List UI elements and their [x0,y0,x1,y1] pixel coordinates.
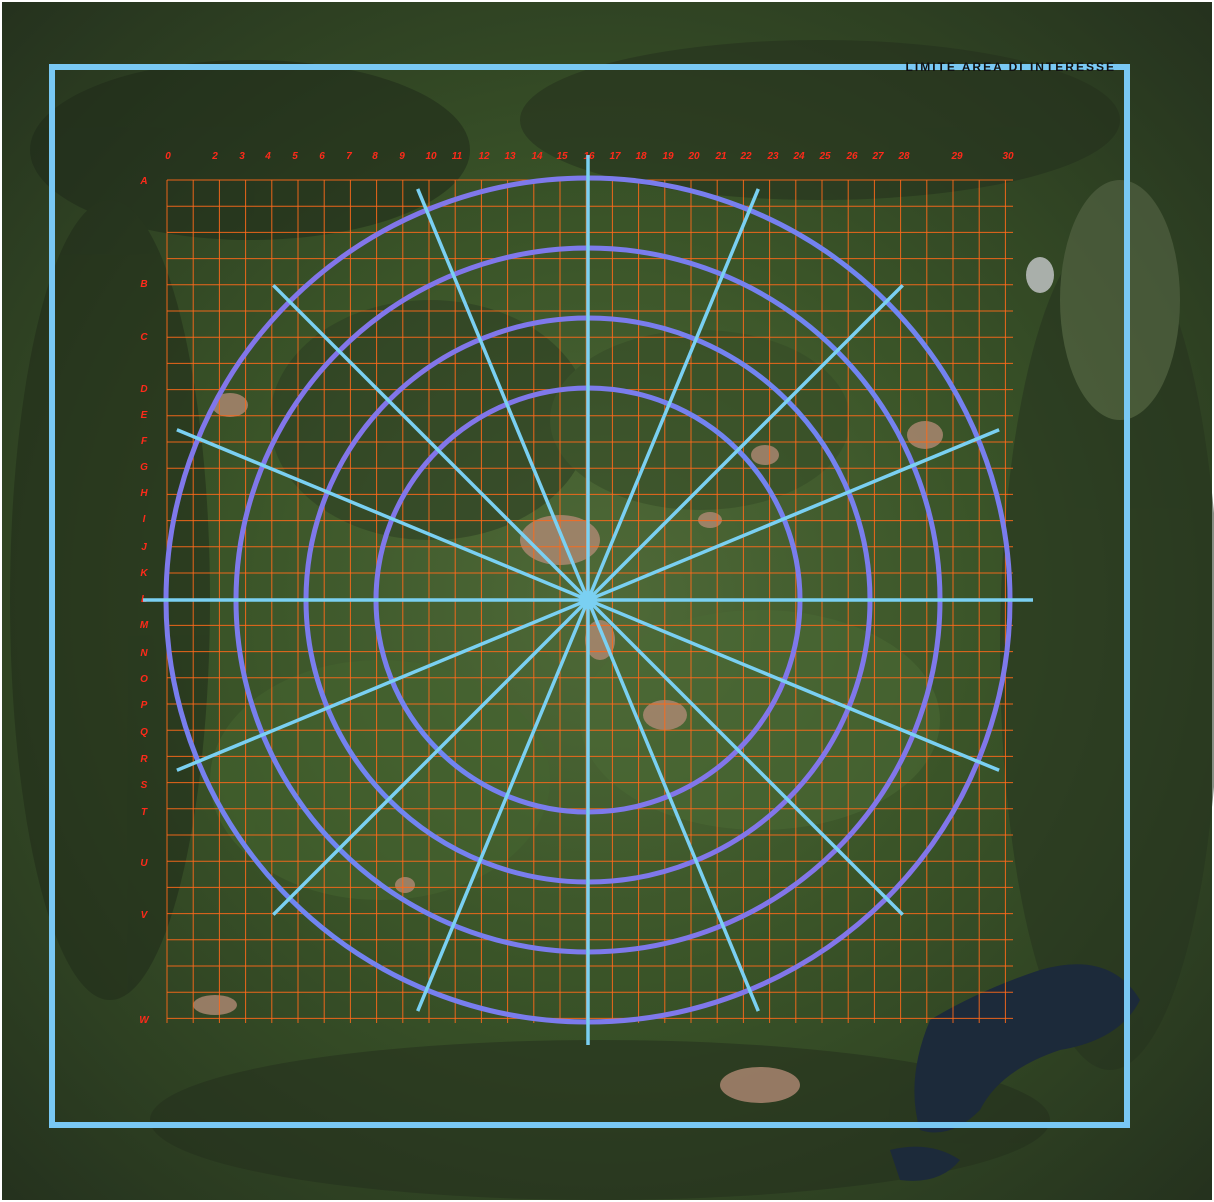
grid-column-label: 8 [372,151,378,162]
grid-row-label: K [140,568,148,579]
grid-row-label: O [140,674,148,685]
grid-row-label: F [141,436,148,447]
radial-lines [143,155,1033,1045]
radial-line [176,598,589,772]
grid-column-label: 3 [239,151,245,162]
grid-row-label: B [140,279,147,290]
grid-row-label: V [141,910,149,921]
grid-row-labels: ABCDEFGHIJKLMNOPQRSTUVW [139,176,150,1026]
radial-line [586,599,760,1012]
grid-column-label: 21 [714,151,727,162]
grid-column-label: 30 [1002,151,1014,162]
area-boundary [49,64,1130,1128]
lake [914,964,1140,1133]
grid-row-label: P [141,700,148,711]
radial-line [416,599,590,1012]
grid-column-label: 15 [556,151,568,162]
radial-line [176,428,589,602]
grid-column-label: 24 [792,151,805,162]
grid-column-label: 14 [531,151,543,162]
radial-line [587,598,1000,772]
grid-column-label: 0 [165,151,171,162]
grid-row-label: U [140,858,148,869]
grid-column-label: 27 [871,151,884,162]
grid-column-label: 6 [319,151,325,162]
grid-row-label: I [143,514,146,525]
grid-row-label: A [139,176,147,187]
radial-line [272,284,590,602]
grid-row-label: S [141,780,148,791]
grid-row-label: M [140,620,149,631]
grid-column-label: 19 [662,151,674,162]
area-boundary-label: LIMITE AREA DI INTERESSE [906,60,1116,74]
grid-column-label: 28 [897,151,910,162]
radial-line [272,598,590,916]
grid-row-label: W [139,1015,150,1026]
grid-column-label: 13 [504,151,516,162]
grid-column-label: 22 [739,151,752,162]
grid-column-label: 9 [399,151,405,162]
grid-column-label: 12 [478,151,490,162]
grid-row-label: T [141,807,148,818]
grid-row-label: C [140,332,148,343]
radial-line [586,188,760,601]
grid-row-label: Q [140,727,148,738]
grid-column-label: 20 [687,151,700,162]
radial-line [586,284,904,602]
grid-row-label: D [140,384,147,395]
grid-column-label: 26 [845,151,858,162]
grid-column-label: 7 [346,151,352,162]
grid-column-label: 29 [950,151,963,162]
radial-line [416,188,590,601]
grid-row-label: H [140,488,148,499]
grid-column-label: 18 [635,151,647,162]
radial-line [587,428,1000,602]
center-point [579,591,597,609]
grid-column-label: 11 [452,151,463,162]
grid-column-label: 25 [818,151,831,162]
grid-row-label: E [141,410,148,421]
grid-column-label: 2 [211,151,218,162]
grid-column-label: 10 [425,151,437,162]
grid-row-label: N [140,648,148,659]
grid-row-label: G [140,462,148,473]
grid-row-label: R [140,754,148,765]
grid-column-label: 4 [264,151,271,162]
lake-small [890,1146,960,1181]
grid-column-label: 5 [292,151,298,162]
grid-column-label: 17 [609,151,621,162]
grid-column-label: 23 [766,151,779,162]
grid-row-label: J [141,542,147,553]
radial-line [586,598,904,916]
